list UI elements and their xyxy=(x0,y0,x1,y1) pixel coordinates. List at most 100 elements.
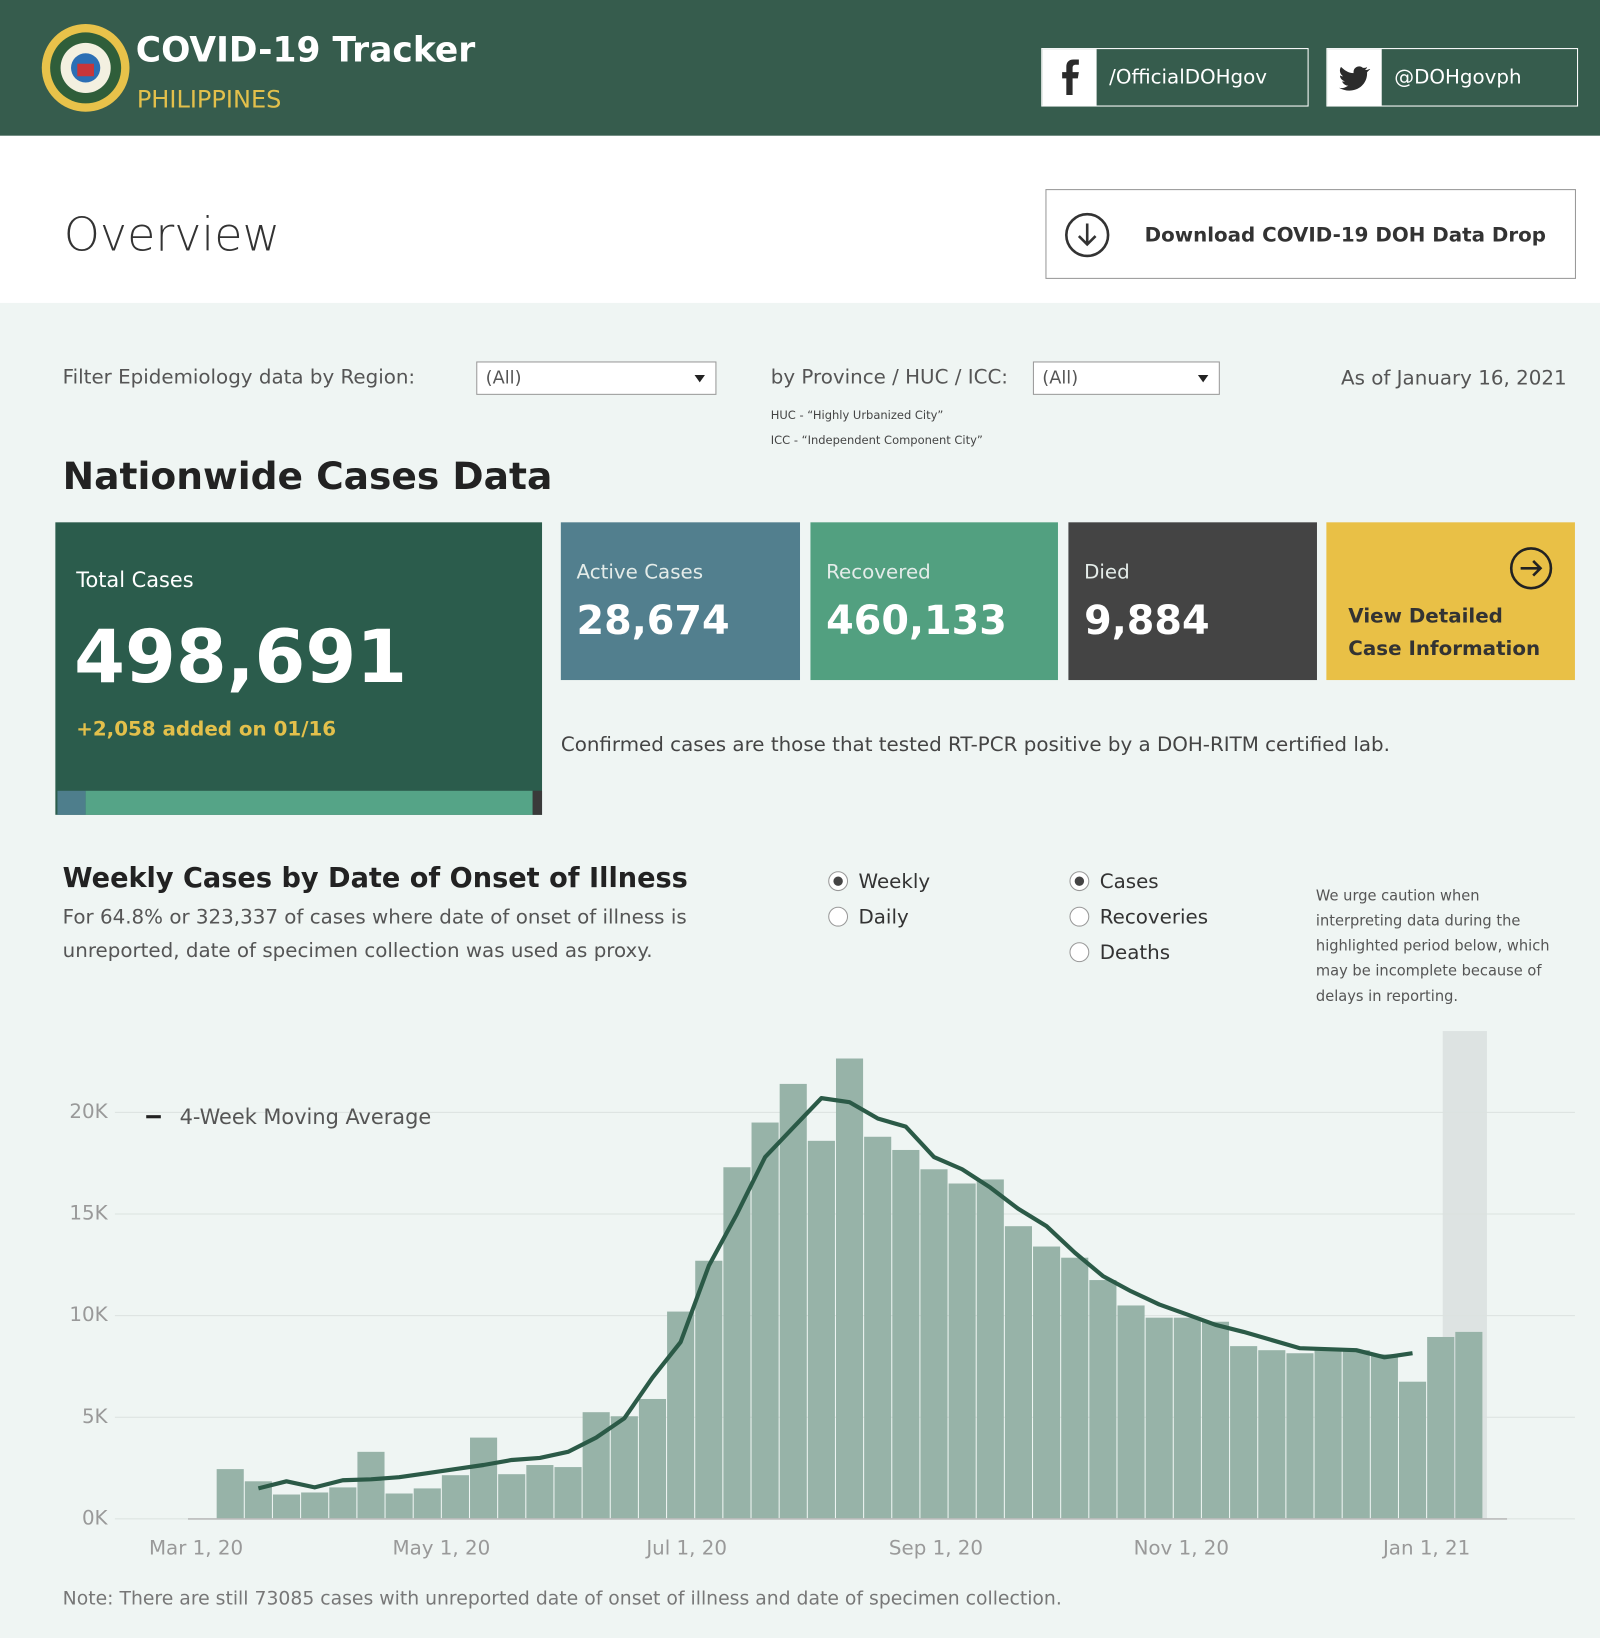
chart-subtitle: unreported, date of specimen collection … xyxy=(62,939,653,963)
caution-line: interpreting data during the xyxy=(1315,913,1521,930)
bar xyxy=(864,1136,892,1519)
died-card: Died 9,884 xyxy=(1068,522,1317,681)
x-tick-label: Nov 1, 20 xyxy=(1134,1537,1229,1560)
download-icon xyxy=(1065,212,1110,258)
case-share-strip xyxy=(57,790,543,815)
radio-circle xyxy=(1069,942,1090,963)
bar xyxy=(413,1488,441,1519)
bar xyxy=(498,1474,526,1519)
bar xyxy=(470,1437,498,1519)
x-tick-label: Jul 1, 20 xyxy=(644,1537,727,1560)
card-value: 9,884 xyxy=(1084,597,1210,644)
radio-circle xyxy=(1069,871,1090,892)
card-value: 28,674 xyxy=(576,597,730,644)
app-title: COVID-19 Tracker xyxy=(135,29,476,70)
card-label: Died xyxy=(1084,560,1130,584)
total-added: +2,058 added on 01/16 xyxy=(76,717,337,741)
recovered-card: Recovered 460,133 xyxy=(810,522,1058,681)
card-label: Recovered xyxy=(826,560,931,584)
header-bar: COVID-19 Tracker PHILIPPINES /OfficialDO… xyxy=(0,0,1600,136)
doh-logo xyxy=(41,24,130,112)
download-button[interactable]: Download COVID-19 DOH Data Drop xyxy=(1045,189,1576,279)
bar xyxy=(385,1493,413,1519)
radio-label: Daily xyxy=(858,905,909,929)
y-tick-label: 15K xyxy=(69,1202,108,1225)
arrow-icon xyxy=(1509,547,1553,590)
y-tick-label: 20K xyxy=(69,1100,108,1123)
bar xyxy=(1370,1354,1398,1519)
radio-label: Deaths xyxy=(1099,941,1171,965)
bar xyxy=(1455,1331,1483,1519)
caution-line: highlighted period below, which xyxy=(1315,938,1550,955)
bar xyxy=(582,1412,610,1519)
radio-circle xyxy=(1069,906,1090,927)
bar xyxy=(1427,1336,1455,1519)
weekly-chart: 0K 5K 10K 15K 20K Mar 1, 20 May 1, 20 Jul 1, 20… xyxy=(69,1031,1575,1560)
bar xyxy=(723,1167,751,1519)
bar xyxy=(920,1169,948,1519)
detail-text: View Detailed xyxy=(1348,604,1503,628)
y-tick-label: 0K xyxy=(82,1506,109,1529)
legend-label: 4-Week Moving Average xyxy=(180,1105,432,1129)
page-title: Overview xyxy=(63,208,281,263)
caution-line: delays in reporting. xyxy=(1315,988,1459,1005)
detail-text: Case Information xyxy=(1348,637,1541,661)
total-cases-card: Total Cases 498,691 +2,058 added on 01/1… xyxy=(55,522,543,815)
bar xyxy=(1061,1257,1089,1519)
bar xyxy=(751,1122,779,1519)
app-subtitle: PHILIPPINES xyxy=(136,86,282,114)
x-tick-label: Jan 1, 21 xyxy=(1381,1537,1470,1560)
bar xyxy=(1230,1346,1258,1519)
as-of-date: As of January 16, 2021 xyxy=(1341,366,1567,390)
overview-bar: Overview Download COVID-19 DOH Data Drop xyxy=(0,135,1600,303)
footnote: Note: There are still 73085 cases with u… xyxy=(62,1587,1062,1610)
x-tick-label: Mar 1, 20 xyxy=(149,1537,243,1560)
radio-label: Weekly xyxy=(858,870,931,894)
bar xyxy=(526,1465,554,1519)
caution-line: We urge caution when xyxy=(1315,887,1480,905)
bar xyxy=(329,1487,357,1519)
filter-note: ICC - “Independent Component City” xyxy=(770,433,983,448)
caution-line: may be incomplete because of xyxy=(1315,963,1542,980)
facebook-link[interactable]: /OfficialDOHgov xyxy=(1041,48,1309,107)
bar xyxy=(1342,1350,1370,1519)
bar xyxy=(357,1451,385,1519)
detail-link[interactable]: View Detailed Case Information xyxy=(1326,522,1575,681)
twitter-link[interactable]: @DOHgovph xyxy=(1326,48,1579,107)
radio-option[interactable]: Daily xyxy=(828,905,909,929)
bar xyxy=(976,1179,1004,1519)
bar xyxy=(1286,1353,1314,1519)
bar xyxy=(779,1083,807,1519)
bar xyxy=(1033,1246,1061,1519)
radio-option[interactable]: Cases xyxy=(1069,870,1159,893)
download-label: Download COVID-19 DOH Data Drop xyxy=(1144,223,1546,247)
bar xyxy=(948,1183,976,1519)
radio-option[interactable]: Deaths xyxy=(1069,941,1170,964)
bar xyxy=(1201,1321,1230,1519)
region-value: (All) xyxy=(485,367,522,389)
bar xyxy=(1089,1280,1117,1519)
cases-note: Confirmed cases are those that tested RT… xyxy=(560,733,1390,757)
x-tick-label: Sep 1, 20 xyxy=(889,1537,983,1560)
twitter-handle: @DOHgovph xyxy=(1394,65,1522,89)
province-dropdown[interactable]: (All) xyxy=(1032,361,1220,395)
filter-note: HUC - “Highly Urbanized City” xyxy=(770,408,944,423)
bar xyxy=(892,1149,920,1519)
bar xyxy=(441,1475,469,1519)
facebook-icon xyxy=(1042,49,1097,106)
region-filter-label: Filter Epidemiology data by Region: xyxy=(62,365,416,389)
bar xyxy=(554,1467,582,1519)
radio-option[interactable]: Weekly xyxy=(828,870,930,893)
bar xyxy=(638,1398,667,1519)
total-value: 498,691 xyxy=(74,614,408,700)
total-label: Total Cases xyxy=(76,567,194,593)
share-segment xyxy=(85,790,533,815)
radio-option[interactable]: Recoveries xyxy=(1069,906,1208,929)
radio-circle xyxy=(828,871,849,892)
chart-title: Weekly Cases by Date of Onset of Illness xyxy=(62,862,688,895)
region-dropdown[interactable]: (All) xyxy=(476,361,717,395)
bar xyxy=(1314,1350,1342,1519)
